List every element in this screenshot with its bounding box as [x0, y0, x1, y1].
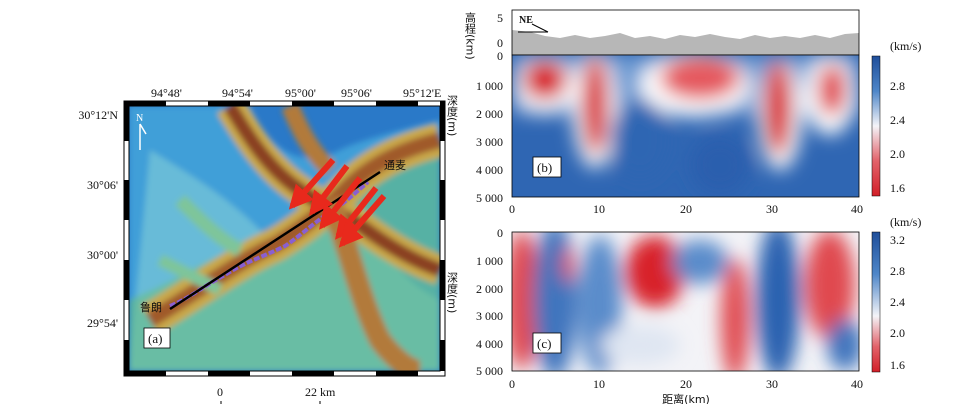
map-top-tick-2: 95°00' — [285, 86, 316, 100]
place-start: 鲁朗 — [140, 300, 162, 314]
b-depth-tick-4: 4 000 — [476, 163, 503, 177]
c-depth-tick-4: 4 000 — [476, 337, 503, 351]
c-depth-axis-label: 深度(m) — [446, 272, 459, 314]
c-x-tick-3: 30 — [766, 377, 778, 391]
c-x-tick-1: 10 — [593, 377, 605, 391]
map-frame-ticks — [124, 101, 445, 376]
velocity-section-c — [512, 232, 859, 371]
b-colorbar — [871, 55, 881, 197]
b-depth-tick-0: 0 — [497, 49, 503, 63]
c-x-tick-2: 20 — [680, 377, 692, 391]
elev-tick-5: 5 — [497, 11, 503, 25]
map-top-tick-4: 95°12'E — [403, 86, 441, 100]
scale-zero: 0 — [217, 385, 223, 399]
profile-panel-c: (c) 0 1 000 2 000 3 000 4 000 5 000 深度(m… — [446, 215, 922, 404]
map-top-tick-0: 94°48' — [151, 86, 182, 100]
movement-arrows — [288, 158, 387, 248]
map-top-tick-3: 95°06' — [341, 86, 372, 100]
map-left-tick-0: 30°12'N — [78, 108, 118, 122]
c-depth-tick-5: 5 000 — [476, 364, 503, 378]
panel-label-c: (c) — [537, 336, 551, 351]
c-cb-tick-3: 2.0 — [890, 326, 905, 340]
scale-distance: 22 km — [305, 385, 336, 399]
map-left-tick-2: 30°00' — [87, 248, 118, 262]
c-depth-tick-1: 1 000 — [476, 254, 503, 268]
b-depth-tick-5: 5 000 — [476, 191, 503, 205]
topography-map: N 鲁朗 通麦 (a) — [129, 106, 440, 371]
panel-label-a: (a) — [148, 331, 162, 346]
b-cb-tick-0: 2.8 — [890, 79, 905, 93]
map-top-tick-1: 94°54' — [222, 86, 253, 100]
c-depth-tick-3: 3 000 — [476, 309, 503, 323]
map-left-tick-1: 30°06' — [87, 178, 118, 192]
map-left-tick-3: 29°54' — [87, 316, 118, 330]
c-cb-tick-4: 1.6 — [890, 358, 905, 372]
b-cb-tick-3: 1.6 — [890, 181, 905, 195]
c-cb-tick-0: 3.2 — [890, 233, 905, 247]
c-depth-tick-2: 2 000 — [476, 282, 503, 296]
b-x-tick-3: 30 — [766, 202, 778, 216]
b-cb-tick-1: 2.4 — [890, 113, 905, 127]
b-depth-tick-2: 2 000 — [476, 107, 503, 121]
b-x-tick-2: 20 — [680, 202, 692, 216]
c-x-tick-0: 0 — [509, 377, 515, 391]
map-panel: N 鲁朗 通麦 (a) 94°48' 94°54' 95°00' 95°06' … — [78, 86, 446, 404]
b-x-tick-4: 40 — [851, 202, 863, 216]
panel-label-b: (b) — [537, 160, 552, 175]
b-x-tick-1: 10 — [593, 202, 605, 216]
b-x-tick-0: 0 — [509, 202, 515, 216]
b-depth-tick-1: 1 000 — [476, 79, 503, 93]
profile-panel-b: NE 5 0 高程(km) (b) — [446, 9, 921, 216]
c-x-tick-4: 40 — [851, 377, 863, 391]
elevation-profile — [512, 30, 859, 55]
elevation-axis-label: 高程(km) — [464, 11, 477, 60]
place-end: 通麦 — [384, 159, 406, 172]
north-arrow: N — [136, 113, 147, 150]
north-label: N — [136, 113, 143, 124]
ne-label: NE — [519, 15, 533, 26]
elev-tick-0: 0 — [497, 36, 503, 50]
c-depth-tick-0: 0 — [497, 226, 503, 240]
b-depth-tick-3: 3 000 — [476, 135, 503, 149]
c-colorbar — [871, 231, 881, 373]
velocity-section-b — [512, 55, 859, 197]
c-x-axis-label: 距离(km) — [662, 392, 710, 404]
b-cb-tick-2: 2.0 — [890, 147, 905, 161]
c-cb-tick-2: 2.4 — [890, 295, 905, 309]
c-colorbar-unit: (km/s) — [890, 215, 921, 229]
b-colorbar-unit: (km/s) — [890, 39, 921, 53]
b-depth-axis-label: 深度(m) — [446, 95, 459, 137]
c-cb-tick-1: 2.8 — [890, 264, 905, 278]
